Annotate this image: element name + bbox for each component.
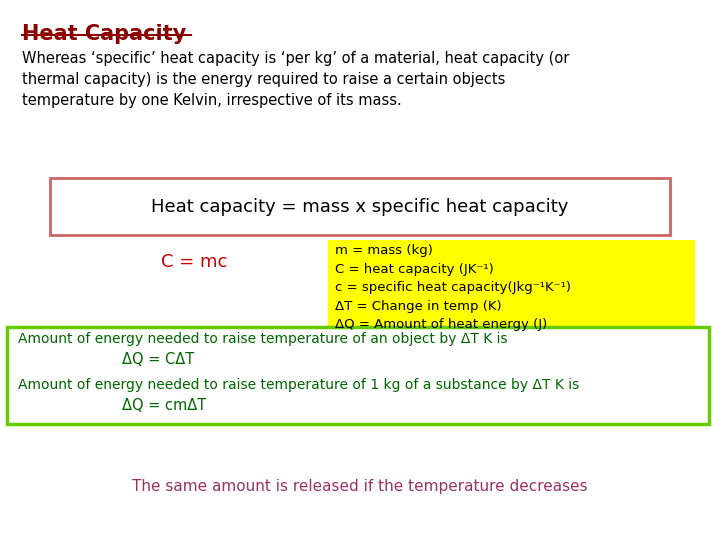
Text: Amount of energy needed to raise temperature of 1 kg of a substance by ΔT K is: Amount of energy needed to raise tempera…: [18, 378, 580, 392]
Text: ΔQ = cmΔT: ΔQ = cmΔT: [122, 398, 207, 413]
Text: m = mass (kg)
C = heat capacity (JK⁻¹)
c = specific heat capacity(Jkg⁻¹K⁻¹)
ΔT =: m = mass (kg) C = heat capacity (JK⁻¹) c…: [335, 244, 571, 331]
FancyBboxPatch shape: [7, 327, 709, 424]
Text: ΔQ = CΔT: ΔQ = CΔT: [122, 352, 194, 367]
FancyBboxPatch shape: [328, 240, 695, 327]
Text: The same amount is released if the temperature decreases: The same amount is released if the tempe…: [132, 478, 588, 494]
Text: Heat capacity = mass x specific heat capacity: Heat capacity = mass x specific heat cap…: [151, 198, 569, 216]
Text: C = mc: C = mc: [161, 253, 228, 271]
FancyBboxPatch shape: [50, 178, 670, 235]
Text: Whereas ‘specific’ heat capacity is ‘per kg’ of a material, heat capacity (or
th: Whereas ‘specific’ heat capacity is ‘per…: [22, 51, 569, 109]
Text: Heat Capacity: Heat Capacity: [22, 24, 186, 44]
Text: Amount of energy needed to raise temperature of an object by ΔT K is: Amount of energy needed to raise tempera…: [18, 332, 508, 346]
